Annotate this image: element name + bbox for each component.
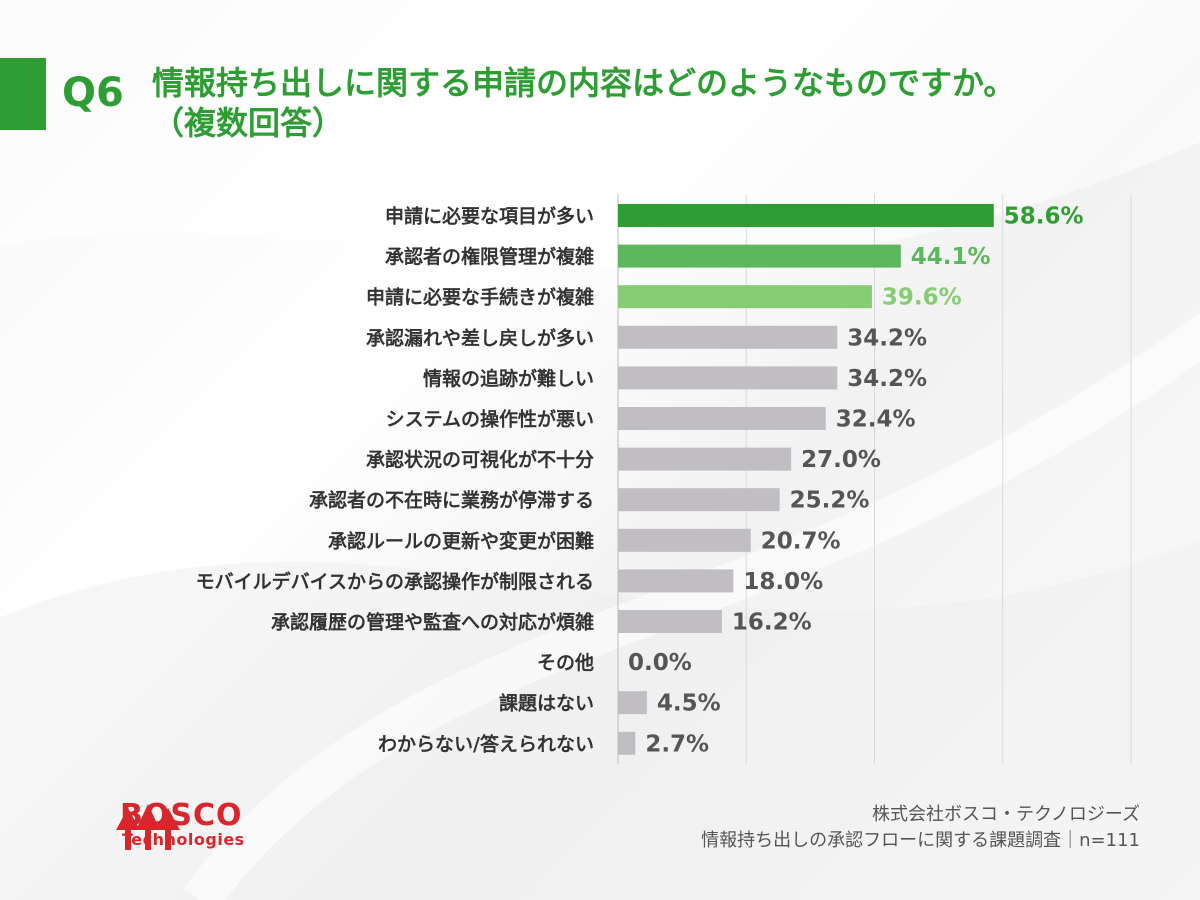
bar <box>618 244 901 268</box>
category-label: 承認状況の可視化が不十分 <box>366 448 594 471</box>
footer-company: 株式会社ボスコ・テクノロジーズ <box>871 804 1140 825</box>
category-label: 承認履歴の管理や監査への対応が煩雑 <box>271 611 594 634</box>
bosco-logo-mark <box>116 804 180 850</box>
value-label: 44.1% <box>911 244 991 270</box>
chart-title: 情報持ち出しに関する申請の内容はどのようなものですか。 <box>152 64 1016 102</box>
bar-chart: 申請に必要な項目が多い 58.6% 承認者の権限管理が複雑 44.1% 申請に必要な手続… <box>196 194 1132 765</box>
bar <box>618 691 647 715</box>
bar <box>618 325 838 349</box>
value-label: 18.0% <box>743 569 823 595</box>
bar <box>618 528 751 552</box>
value-label: 34.2% <box>847 366 927 392</box>
category-label: 申請に必要な項目が多い <box>385 205 594 228</box>
category-label: 承認者の不在時に業務が停滞する <box>309 489 594 512</box>
bar <box>618 366 838 390</box>
value-label: 4.5% <box>657 691 721 717</box>
value-label: 39.6% <box>882 285 962 311</box>
footer-survey: 情報持ち出しの承認フローに関する課題調査｜n=111 <box>701 830 1140 851</box>
bar <box>618 731 636 755</box>
value-label: 2.7% <box>645 731 709 757</box>
category-label: 情報の追跡が難しい <box>423 367 594 390</box>
question-number: Q6 <box>62 70 124 116</box>
value-label: 34.2% <box>847 325 927 351</box>
logo-name: BOSCO <box>120 798 243 833</box>
category-label: その他 <box>537 651 594 674</box>
category-label: 承認漏れや差し戻しが多い <box>366 326 594 349</box>
value-label: 25.2% <box>790 488 870 514</box>
value-label: 27.0% <box>801 447 881 473</box>
value-label: 0.0% <box>628 650 692 676</box>
bar <box>618 447 792 471</box>
question-accent-block <box>0 58 46 130</box>
value-label: 20.7% <box>761 528 841 554</box>
category-label: 承認者の権限管理が複雑 <box>385 245 594 268</box>
category-label: 承認ルールの更新や変更が困難 <box>328 529 594 552</box>
category-label: システムの操作性が悪い <box>386 408 594 431</box>
logo-subtitle: Technologies <box>122 830 245 849</box>
bar <box>618 569 734 593</box>
bar <box>618 488 780 512</box>
value-label: 16.2% <box>732 610 812 636</box>
bar <box>618 407 826 430</box>
category-label: モバイルデバイスからの承認操作が制限される <box>196 570 594 593</box>
category-label: 申請に必要な手続きが複雑 <box>366 286 594 309</box>
bar <box>618 610 722 633</box>
category-label: わからない/答えられない <box>378 732 594 755</box>
value-label: 32.4% <box>836 407 916 433</box>
bar <box>618 285 872 309</box>
value-label: 58.6% <box>1004 204 1084 230</box>
category-label: 課題はない <box>499 692 594 715</box>
chart-subtitle: （複数回答） <box>152 104 345 142</box>
bar <box>618 204 994 227</box>
